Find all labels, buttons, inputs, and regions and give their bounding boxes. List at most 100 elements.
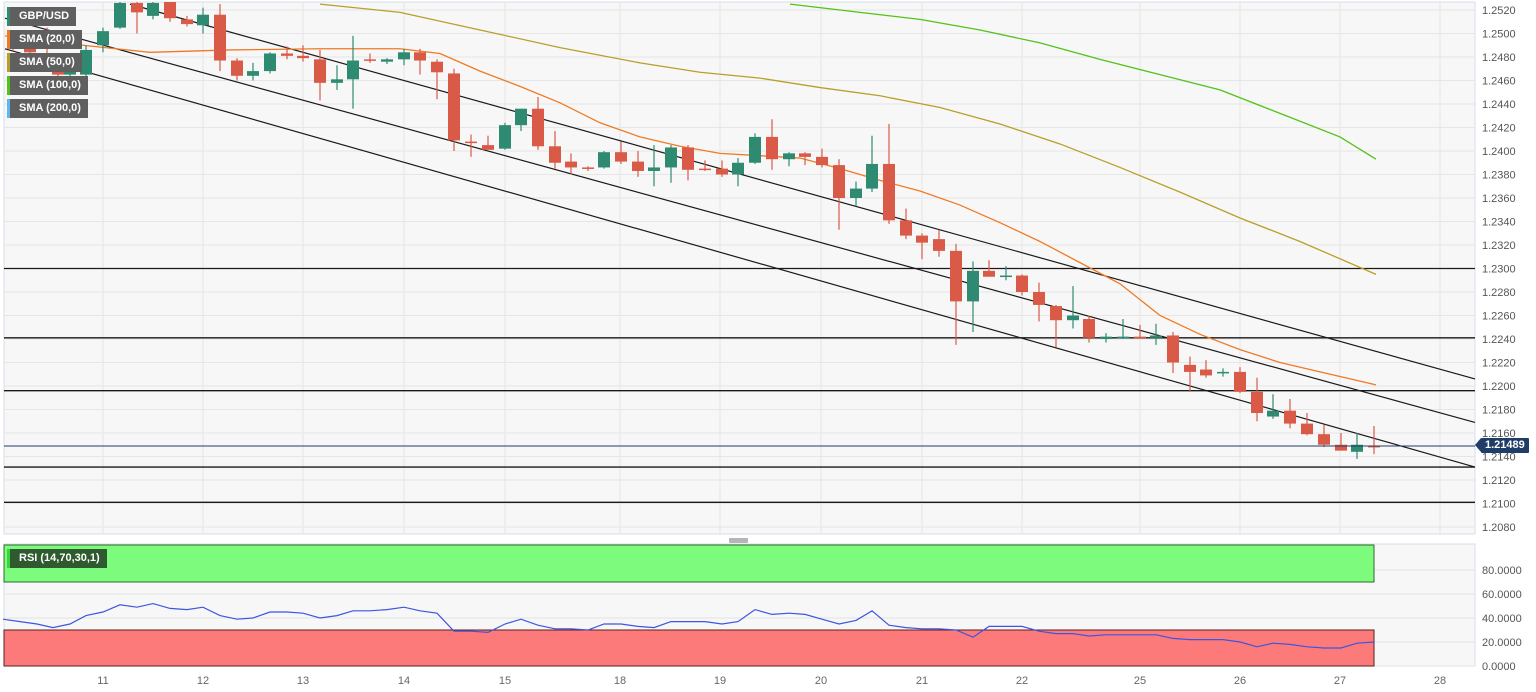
time-tick-label: 14 [398, 675, 410, 687]
candle [732, 158, 744, 187]
legend-rsi[interactable]: RSI (14,70,30,1) [7, 549, 107, 568]
candle [264, 52, 276, 74]
candle [114, 2, 126, 29]
pane-resize-handle[interactable] [729, 538, 748, 543]
channel-line[interactable] [4, 17, 1476, 424]
price-tick-label: 1.2460 [1482, 76, 1516, 88]
candle [1067, 286, 1079, 329]
candle [766, 119, 778, 170]
rsi-axis[interactable]: 80.0000 60.0000 40.0000 20.0000 0.0000 [1482, 565, 1522, 673]
candle [783, 152, 795, 167]
candle [347, 35, 359, 109]
price-tick-label: 1.2480 [1482, 52, 1516, 64]
candle [1301, 413, 1313, 436]
channel-line[interactable] [4, 48, 1476, 468]
candle [866, 135, 878, 193]
sma-lines [4, 3, 1377, 386]
candle [465, 134, 477, 157]
time-tick-label: 15 [499, 675, 511, 687]
current-price-tag: 1.21489 [1475, 438, 1529, 453]
candle [598, 151, 610, 169]
legend-sma-20[interactable]: SMA (20,0) [7, 30, 82, 49]
candle [499, 122, 511, 150]
candle [665, 145, 677, 183]
time-tick-label: 28 [1434, 675, 1446, 687]
candle [615, 141, 627, 164]
candle [1117, 319, 1129, 339]
candle [933, 229, 945, 257]
candle [648, 145, 660, 187]
candle [1267, 394, 1279, 419]
candle [297, 45, 309, 62]
candle [1000, 266, 1012, 281]
legend-sma-50[interactable]: SMA (50,0) [7, 53, 82, 72]
indicator-legend: GBP/USD SMA (20,0) SMA (50,0) SMA (100,0… [7, 7, 88, 118]
candle [431, 59, 443, 100]
candle [1033, 282, 1045, 322]
candle [131, 2, 143, 34]
price-tick-label: 1.2340 [1482, 217, 1516, 229]
candle [214, 4, 226, 72]
time-tick-label: 22 [1016, 675, 1028, 687]
candle [532, 96, 544, 150]
candle [231, 58, 243, 81]
price-axis[interactable]: 1.2520 1.2500 1.2480 1.2460 1.2440 1.2420 1.24… [1482, 5, 1516, 534]
time-tick-label: 12 [197, 675, 209, 687]
rsi-tick-label: 20.0000 [1482, 637, 1522, 649]
candle [1217, 368, 1229, 377]
price-tick-label: 1.2320 [1482, 240, 1516, 252]
time-tick-label: 13 [297, 675, 309, 687]
candle [682, 145, 694, 181]
candle [549, 131, 561, 169]
candle [414, 48, 426, 75]
candle [1200, 360, 1212, 378]
candle [716, 160, 728, 177]
candle [749, 133, 761, 164]
candle [900, 208, 912, 240]
price-tick-label: 1.2180 [1482, 405, 1516, 417]
candle [482, 135, 494, 150]
candle [632, 151, 644, 177]
candle [1335, 433, 1347, 451]
price-tick-label: 1.2260 [1482, 311, 1516, 323]
candle [398, 48, 410, 66]
candle [816, 148, 828, 168]
candle [1251, 377, 1263, 422]
rsi-oversold-zone [3, 629, 1375, 667]
horizontal-levels[interactable] [4, 267, 1475, 503]
candle [1150, 323, 1162, 345]
price-tick-label: 1.2380 [1482, 170, 1516, 182]
price-gridlines [4, 9, 1475, 528]
legend-symbol[interactable]: GBP/USD [7, 7, 77, 26]
price-tick-label: 1.2120 [1482, 475, 1516, 487]
candle [197, 7, 209, 34]
candle [1050, 304, 1062, 348]
candle [281, 46, 293, 60]
price-tick-label: 1.2140 [1482, 452, 1516, 464]
price-tick-label: 1.2200 [1482, 381, 1516, 393]
time-axis[interactable]: 11 12 13 14 15 18 19 20 21 22 25 26 27 28 [97, 675, 1446, 687]
price-tick-label: 1.2420 [1482, 123, 1516, 135]
time-tick-label: 18 [614, 675, 626, 687]
price-tick-label: 1.2160 [1482, 428, 1516, 440]
rsi-tick-label: 40.0000 [1482, 613, 1522, 625]
sma50-line [319, 3, 1377, 275]
candle [1100, 333, 1112, 343]
candle [967, 261, 979, 332]
candle [1184, 356, 1196, 392]
candle [983, 260, 995, 277]
time-tick-label: 27 [1334, 675, 1346, 687]
candle [448, 68, 460, 151]
rsi-overbought-zone [3, 544, 1375, 583]
price-tick-label: 1.2100 [1482, 499, 1516, 511]
legend-sma-200[interactable]: SMA (200,0) [7, 99, 88, 118]
candle [1284, 398, 1296, 429]
legend-sma-100[interactable]: SMA (100,0) [7, 76, 88, 95]
rsi-tick-label: 60.0000 [1482, 589, 1522, 601]
candle [164, 2, 176, 22]
price-tick-label: 1.2220 [1482, 358, 1516, 370]
sma20-line [4, 35, 1377, 386]
candle [883, 123, 895, 224]
sma100-line [789, 3, 1377, 160]
